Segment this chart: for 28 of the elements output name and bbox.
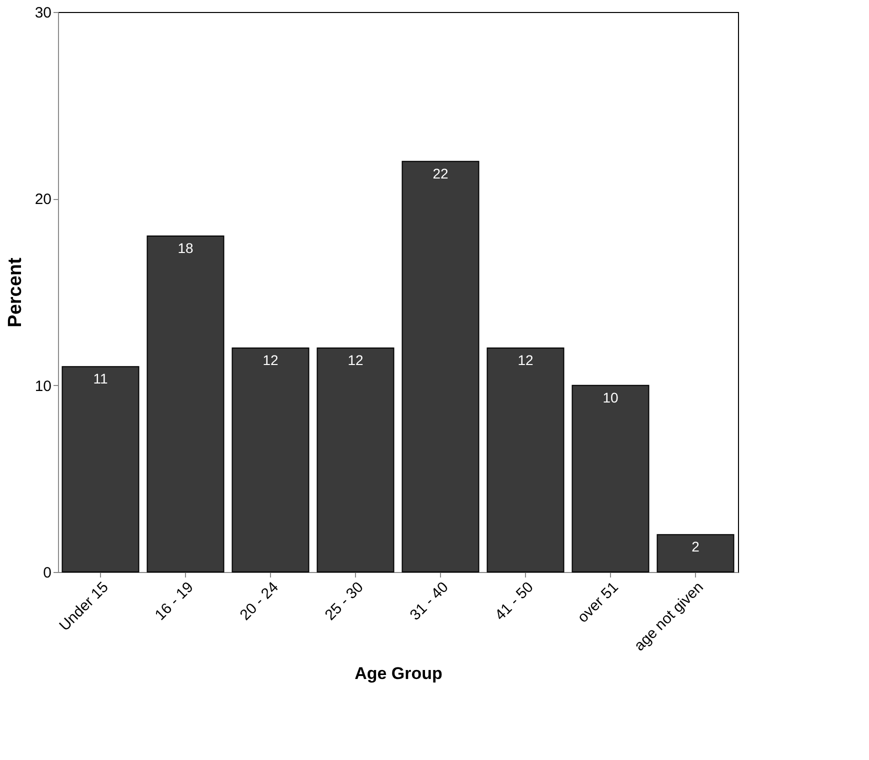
data-label: 10: [602, 389, 618, 406]
data-label: 12: [518, 352, 534, 368]
bar: [402, 160, 480, 572]
data-label: 22: [432, 165, 448, 182]
data-label: 12: [262, 352, 278, 368]
y-tick-label: 30: [34, 4, 52, 22]
y-axis-title: Percent: [4, 256, 26, 328]
y-tick-label: 0: [43, 564, 52, 582]
bar: [316, 348, 394, 572]
y-tick-label: 10: [34, 378, 52, 395]
y-tick-label: 20: [34, 191, 52, 208]
data-label: 11: [93, 370, 108, 387]
x-tick-label: 41 - 50: [492, 578, 537, 624]
data-label: 12: [348, 352, 364, 368]
x-tick-label: over 51: [574, 578, 622, 626]
x-tick-label: 25 - 30: [322, 578, 367, 624]
bar: [62, 366, 140, 572]
x-tick-label: 31 - 40: [406, 578, 452, 624]
data-label: 2: [692, 538, 700, 555]
bar: [146, 236, 224, 572]
bar: [486, 348, 564, 572]
x-axis-title: Age Group: [354, 664, 442, 683]
data-label: 18: [178, 240, 194, 256]
x-tick-label: 20 - 24: [236, 578, 282, 624]
x-tick-label: 16 - 19: [152, 578, 197, 624]
bar: [572, 384, 650, 572]
bar: [656, 534, 734, 572]
bar: [232, 348, 310, 572]
